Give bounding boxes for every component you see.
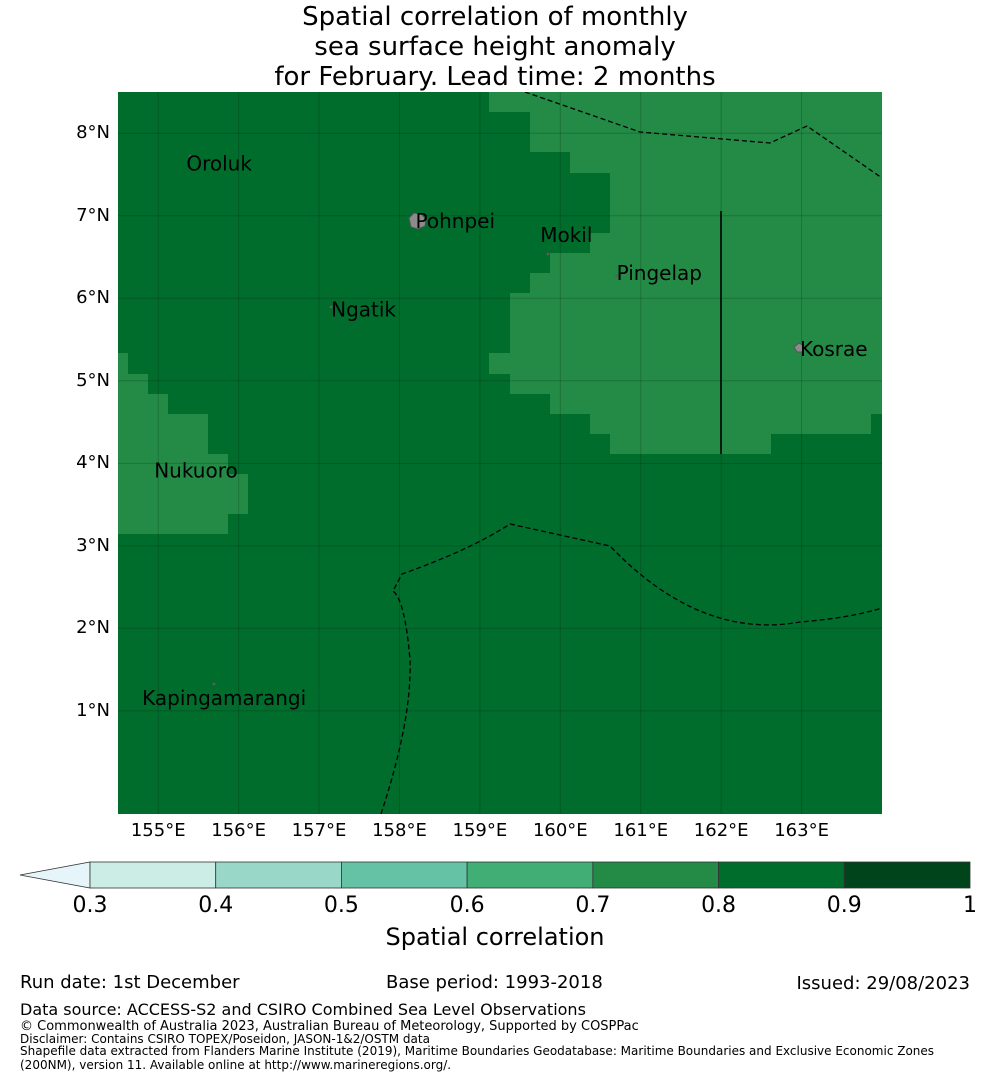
colorbar-tick-label: 0.5 [323, 893, 359, 918]
latitude-tick-label: 2°N [76, 617, 110, 639]
colorbar-tick-label: 0.3 [72, 893, 108, 918]
colorbar-tick-label: 0.9 [826, 893, 862, 918]
place-label: Nukuoro [154, 458, 238, 482]
longitude-tick-label: 156°E [211, 820, 266, 841]
colorbar-swatch [718, 861, 845, 889]
correlation-band-0-7-0-8-west [118, 353, 248, 534]
place-labels: Oroluk Pohnpei Mokil Pingelap Ngatik Kosrae Nu… [142, 151, 867, 710]
colorbar-swatch [592, 861, 719, 889]
latitude-tick-label: 1°N [76, 699, 110, 721]
place-label: Pingelap [617, 261, 702, 285]
title-line-1: Spatial correlation of monthly [302, 2, 688, 32]
shapefile-credit-line-1: Shapefile data extracted from Flanders M… [20, 1044, 935, 1058]
colorbar-tick-label: 0.4 [198, 893, 234, 918]
disclaimer: Disclaimer: Contains CSIRO TOPEX/Poseido… [20, 1032, 430, 1046]
longitude-tick-label: 162°E [693, 820, 749, 841]
colorbar-extend-arrow [19, 861, 91, 889]
nukuoro-atoll [156, 464, 160, 468]
data-source: Data source: ACCESS-S2 and CSIRO Combine… [20, 1000, 586, 1019]
latitude-tick-label: 7°N [76, 204, 110, 226]
colorbar-swatch [843, 861, 971, 889]
colorbar-tick-label: 0.7 [575, 893, 611, 918]
place-label: Pohnpei [416, 209, 496, 233]
longitude-tick-label: 159°E [452, 820, 508, 841]
colorbar-tick-label: 1 [963, 893, 977, 918]
shapefile-credit-line-2: (200NM), version 11. Available online at… [20, 1058, 452, 1072]
latitude-tick-label: 8°N [76, 122, 110, 144]
place-label: Oroluk [186, 151, 252, 175]
eez-boundaries [380, 92, 882, 814]
place-label: Ngatik [331, 297, 396, 321]
base-period: Base period: 1993-2018 [386, 972, 603, 993]
longitude-tick-label: 155°E [130, 820, 186, 841]
oroluk-atoll [188, 154, 192, 158]
pohnpei-island [408, 212, 427, 230]
longitude-tick-label: 160°E [532, 820, 588, 841]
colorbar-tick-label: 0.8 [701, 893, 737, 918]
kapingamarangi-atoll [212, 682, 216, 686]
mokil-atoll [546, 252, 550, 256]
eez-boundary-south [380, 523, 882, 814]
longitude-tick-label: 163°E [774, 820, 829, 841]
copyright-notice: © Commonwealth of Australia 2023, Austra… [20, 1019, 639, 1034]
map-title: Spatial correlation of monthly sea surfa… [0, 2, 990, 92]
longitude-tick-label: 161°E [613, 820, 669, 841]
longitude-tick-label: 158°E [372, 820, 427, 841]
pingelap-atoll [615, 274, 619, 278]
place-label: Kosrae [800, 337, 868, 361]
latitude-tick-label: 3°N [76, 534, 110, 556]
ngatik-atoll [329, 305, 333, 309]
place-label: Kapingamarangi [142, 686, 306, 710]
run-date: Run date: 1st December [20, 972, 240, 993]
correlation-band-0-7-0-8-east [489, 92, 882, 454]
colorbar-swatch [215, 861, 342, 889]
latitude-tick-label: 4°N [76, 452, 110, 474]
title-line-2: sea surface height anomaly [314, 32, 676, 62]
latitude-tick-label: 6°N [76, 287, 110, 309]
issued-date: Issued: 29/08/2023 [796, 973, 970, 994]
colorbar-swatch [89, 861, 217, 889]
place-label: Mokil [540, 223, 592, 247]
colorbar-swatch [341, 861, 468, 889]
eez-boundary-north [524, 92, 882, 179]
colorbar-swatch [466, 861, 594, 889]
colorbar-tick-label: 0.6 [449, 893, 485, 918]
colorbar-label: Spatial correlation [385, 923, 605, 951]
colorbar-swatches [19, 861, 971, 889]
map-plot-area [118, 92, 882, 814]
kosrae-island [793, 342, 805, 353]
title-line-3: for February. Lead time: 2 months [274, 62, 716, 92]
land-areas [156, 154, 805, 686]
longitude-tick-label: 157°E [291, 820, 347, 841]
latitude-tick-label: 5°N [76, 369, 110, 391]
